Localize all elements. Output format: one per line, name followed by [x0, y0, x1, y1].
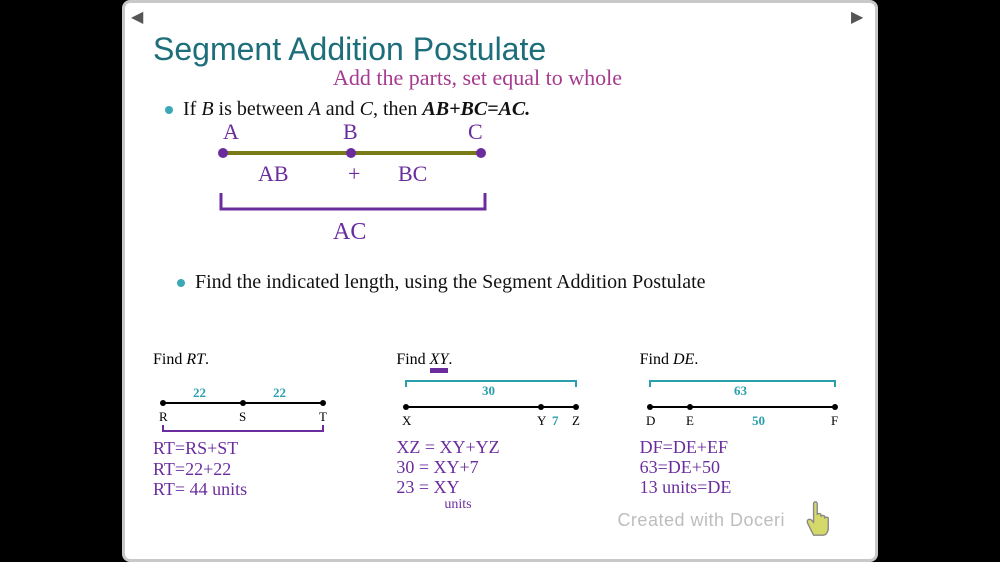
- prob3-title: Find DE.: [640, 351, 855, 369]
- problem-3: Find DE. 63 D E 50 F DF=DE+EF 63=DE+50: [640, 351, 855, 513]
- chevron-right-icon: ▶: [851, 7, 869, 25]
- text: Find: [396, 351, 429, 368]
- work-line: DF=DE+EF: [640, 438, 855, 458]
- problem-1: Find RT. R S T 22 22 RT=RS+ST: [153, 351, 368, 513]
- var: RT: [186, 351, 205, 368]
- label-BC: BC: [398, 161, 427, 186]
- val-7: 7: [552, 413, 559, 428]
- label-AC: AC: [333, 219, 366, 245]
- text: Find: [640, 351, 673, 368]
- pt: [320, 400, 326, 406]
- slide-frame: ◀ ▶ Segment Addition Postulate Add the p…: [122, 0, 878, 562]
- val-63: 63: [734, 383, 748, 398]
- pt: [538, 404, 544, 410]
- var: XY: [430, 351, 449, 370]
- lbl-Y: Y: [537, 413, 547, 428]
- bullet-2-text: Find the indicated length, using the Seg…: [195, 269, 706, 296]
- text: If: [183, 98, 201, 120]
- lbl-T: T: [319, 409, 327, 424]
- work-line: RT= 44 units: [153, 479, 368, 500]
- label-B: B: [343, 119, 358, 144]
- work-line: 30 = XY+7: [396, 458, 611, 478]
- label-A: A: [223, 119, 239, 144]
- val-22b: 22: [273, 385, 286, 400]
- val-22a: 22: [193, 385, 206, 400]
- work-line: units: [444, 497, 611, 512]
- text: and: [321, 98, 360, 120]
- text: Find: [153, 351, 186, 368]
- work-line: 23 = XY: [396, 478, 611, 498]
- prob3-diagram: 63 D E 50 F: [640, 381, 850, 431]
- work-line: 63=DE+50: [640, 458, 855, 478]
- prob1-work: RT=RS+ST RT=22+22 RT= 44 units: [153, 438, 368, 500]
- lbl-S: S: [239, 409, 246, 424]
- var-A: A: [309, 98, 321, 120]
- val-30: 30: [482, 383, 495, 398]
- var-C: C: [360, 98, 373, 120]
- pt: [403, 404, 409, 410]
- diagram-main: A B C AB + BC AC: [193, 121, 553, 251]
- watermark-text: Created with Doceri: [617, 510, 785, 531]
- pt: [832, 404, 838, 410]
- prob1-diagram: R S T 22 22: [153, 381, 343, 431]
- text: is between: [214, 98, 309, 120]
- label-plus: +: [348, 161, 360, 186]
- bracket: [163, 425, 323, 431]
- point-A: [218, 148, 228, 158]
- text: , then: [373, 98, 422, 120]
- problems-row: Find RT. R S T 22 22 RT=RS+ST: [153, 351, 855, 513]
- prob2-title: Find XY.: [396, 351, 611, 369]
- text: .: [448, 351, 452, 368]
- slide-content: Segment Addition Postulate Add the parts…: [153, 31, 855, 549]
- equation: AB+BC=AC.: [422, 98, 530, 120]
- bullet-dot-icon: [165, 106, 173, 114]
- work-line: RT=RS+ST: [153, 438, 368, 459]
- pt: [240, 400, 246, 406]
- prob1-title: Find RT.: [153, 351, 368, 369]
- label-AB: AB: [258, 161, 289, 186]
- pt: [687, 404, 693, 410]
- point-C: [476, 148, 486, 158]
- var: DE: [673, 351, 694, 368]
- slide-title: Segment Addition Postulate: [153, 31, 855, 68]
- lbl-E: E: [686, 413, 694, 428]
- prob2-work: XZ = XY+YZ 30 = XY+7 23 = XY units: [396, 438, 611, 513]
- work-line: RT=22+22: [153, 459, 368, 480]
- pt: [573, 404, 579, 410]
- chevron-left-icon: ◀: [131, 7, 149, 25]
- lbl-X: X: [402, 413, 412, 428]
- lbl-Z: Z: [572, 413, 580, 428]
- hand-cursor-icon: [797, 491, 843, 537]
- text: .: [694, 351, 698, 368]
- problem-2: Find XY. 30 X Y 7 Z XZ = XY+YZ: [396, 351, 611, 513]
- bullet-dot-icon: [177, 279, 185, 287]
- prob3-work: DF=DE+EF 63=DE+50 13 units=DE: [640, 438, 855, 497]
- label-C: C: [468, 119, 483, 144]
- point-B: [346, 148, 356, 158]
- lbl-F: F: [831, 413, 838, 428]
- pt: [647, 404, 653, 410]
- bracket-AC: [221, 193, 485, 209]
- pt: [160, 400, 166, 406]
- text: .: [205, 351, 209, 368]
- lbl-R: R: [159, 409, 168, 424]
- lbl-D: D: [646, 413, 655, 428]
- subtitle-handwriting: Add the parts, set equal to whole: [333, 65, 622, 91]
- bullet-2: Find the indicated length, using the Seg…: [177, 269, 815, 296]
- work-line: XZ = XY+YZ: [396, 438, 611, 458]
- var-B: B: [201, 98, 213, 120]
- val-50: 50: [752, 413, 765, 428]
- prob2-diagram: 30 X Y 7 Z: [396, 381, 596, 431]
- bullet-1: If B is between A and C, then AB+BC=AC.: [165, 96, 855, 123]
